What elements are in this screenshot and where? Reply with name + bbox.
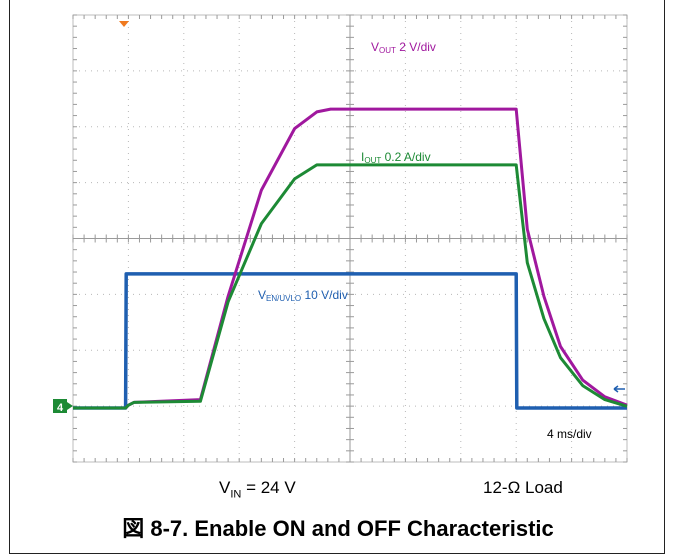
ven-uvlo-label: VEN/UVLO 10 V/div bbox=[258, 288, 348, 303]
timebase-label: 4 ms/div bbox=[547, 427, 592, 441]
plot-traces bbox=[73, 107, 628, 410]
iout-trace bbox=[73, 163, 628, 410]
vout-label: VOUT 2 V/div bbox=[371, 40, 436, 55]
channel-4-text: 4 bbox=[57, 402, 64, 414]
channel-4-marker: 4 bbox=[53, 399, 73, 414]
channel-4-box bbox=[53, 399, 67, 413]
plot-grid bbox=[72, 14, 628, 463]
load-condition: 12-Ω Load bbox=[483, 478, 563, 497]
plot-labels: VOUT 2 V/div IOUT 0.2 A/div VEN/UVLO 10 V/… bbox=[53, 21, 625, 441]
channel-4-arrow bbox=[67, 402, 73, 410]
trigger-position-marker bbox=[119, 21, 129, 27]
iout-label: IOUT 0.2 A/div bbox=[361, 150, 431, 165]
figure-caption: 図 8-7. Enable ON and OFF Characteristic bbox=[122, 516, 554, 541]
trigger-level-arrow bbox=[613, 385, 625, 393]
vin-condition: VIN = 24 V bbox=[219, 478, 296, 501]
oscilloscope-plot: VOUT 2 V/div IOUT 0.2 A/div VEN/UVLO 10 V/… bbox=[53, 14, 628, 463]
